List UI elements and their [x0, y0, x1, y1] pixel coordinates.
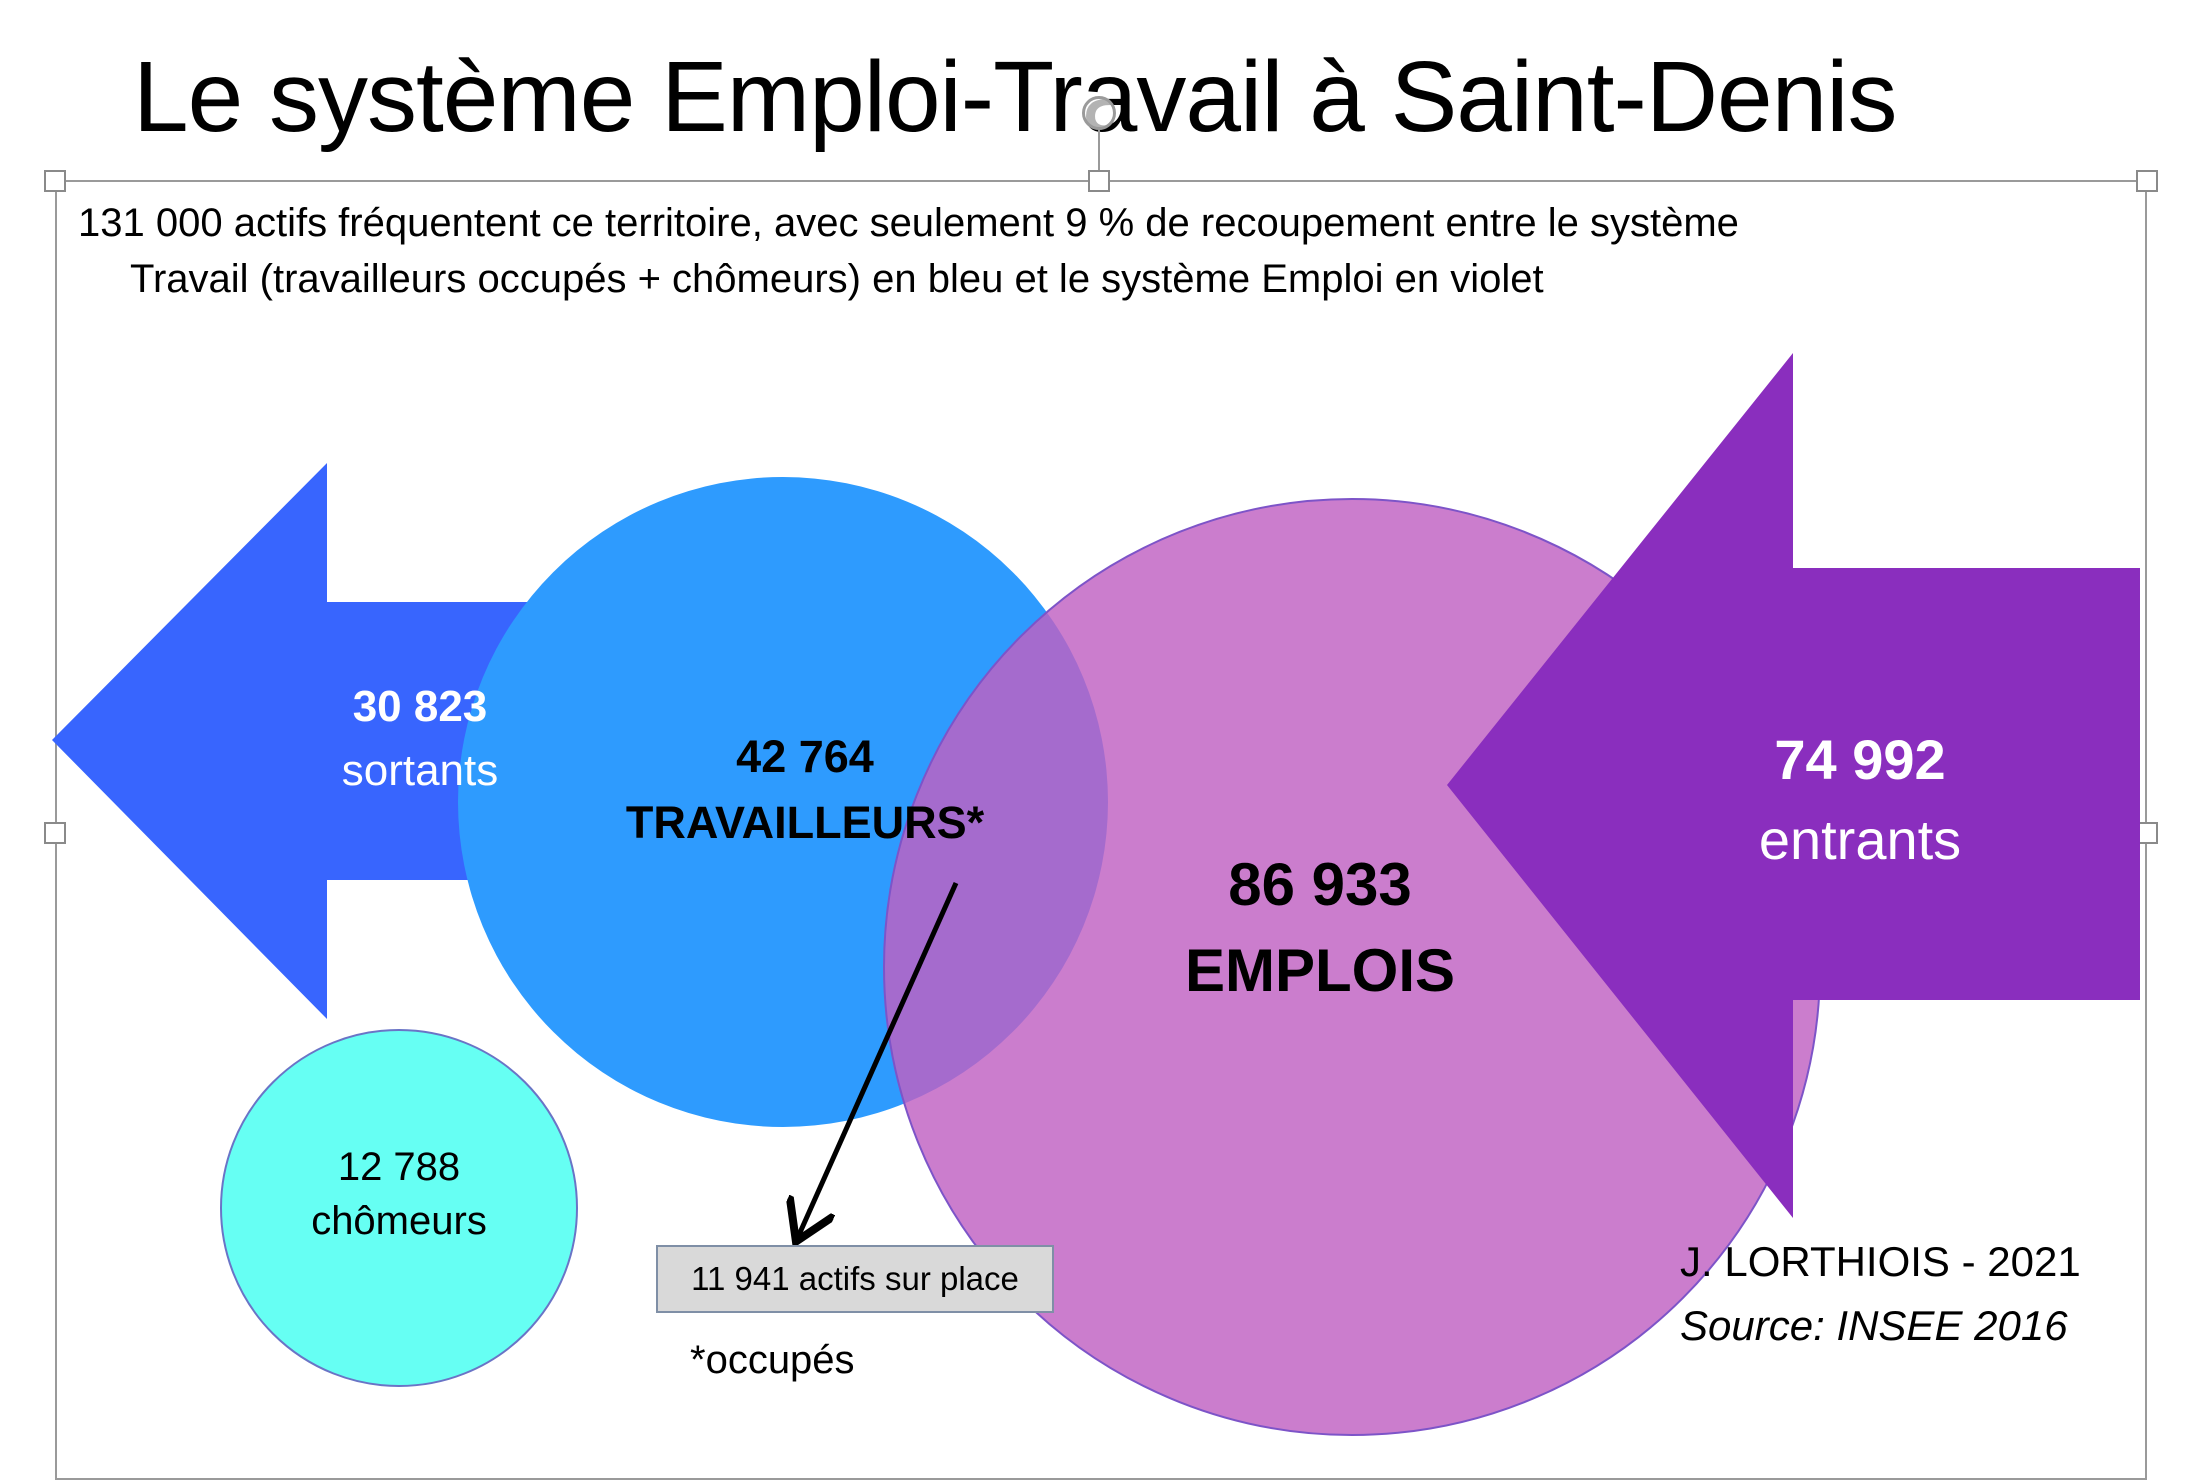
travailleurs-label: 42 764 TRAVAILLEURS* [595, 724, 1015, 856]
travailleurs-value: 42 764 [736, 731, 874, 782]
subtitle: 131 000 actifs fréquentent ce territoire… [78, 195, 2038, 307]
subtitle-line-2: Travail (travailleurs occupés + chômeurs… [130, 257, 1544, 301]
emplois-value: 86 933 [1228, 851, 1412, 918]
chomeurs-label: 12 788 chômeurs [279, 1140, 519, 1248]
entrants-arrow [1447, 353, 2140, 1218]
chomeurs-text: chômeurs [311, 1199, 487, 1243]
footnote-occupes: *occupés [690, 1338, 855, 1382]
chomeurs-circle [220, 1029, 578, 1387]
resize-handle-left[interactable] [44, 822, 66, 844]
sortants-text: sortants [341, 746, 499, 795]
credit-source: Source: INSEE 2016 [1680, 1302, 2068, 1349]
entrants-value: 74 992 [1774, 728, 1946, 791]
slide-title: Le système Emploi-Travail à Saint-Denis [133, 41, 1897, 153]
sortants-arrow [52, 463, 605, 1019]
diagram [52, 353, 2140, 1436]
sortants-label: 30 823 sortants [300, 675, 540, 803]
resize-handle-top[interactable] [1088, 170, 1110, 192]
rotate-handle-icon[interactable] [1082, 96, 1116, 130]
entrants-text: entrants [1758, 808, 1962, 871]
rotate-handle-stem [1098, 130, 1100, 172]
resize-handle-top-left[interactable] [44, 170, 66, 192]
emplois-label: 86 933 EMPLOIS [1110, 842, 1530, 1014]
travailleurs-text: TRAVAILLEURS* [625, 797, 985, 848]
emplois-text: EMPLOIS [1184, 937, 1456, 1004]
credit: J. LORTHIOIS - 2021 Source: INSEE 2016 [1680, 1230, 2081, 1358]
chomeurs-value: 12 788 [337, 1145, 461, 1189]
resize-handle-top-right[interactable] [2136, 170, 2158, 192]
entrants-label: 74 992 entrants [1690, 720, 2030, 880]
subtitle-line-1: 131 000 actifs fréquentent ce territoire… [78, 201, 1739, 245]
sortants-value: 30 823 [352, 682, 488, 731]
sur-place-pointer-arrow [798, 881, 959, 1237]
sur-place-box: 11 941 actifs sur place [656, 1245, 1054, 1313]
credit-author: J. LORTHIOIS - 2021 [1680, 1238, 2081, 1285]
